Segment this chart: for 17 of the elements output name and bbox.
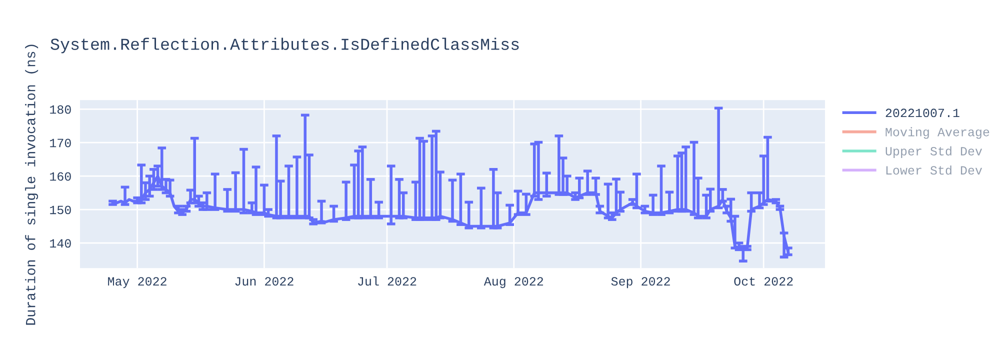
legend-label: Lower Std Dev [886, 165, 982, 175]
y-tick-label: 140 [50, 239, 71, 248]
y-tick-label: 160 [50, 172, 71, 181]
legend-label: Moving Average [886, 127, 990, 139]
x-tick-label: Sep 2022 [611, 277, 670, 288]
x-tick-label: Jul 2022 [358, 276, 416, 286]
y-tick-label: 150 [50, 206, 71, 214]
y-tick-label: 170 [50, 138, 71, 148]
x-tick-label: Aug 2022 [484, 277, 544, 288]
y-axis-title: Duration of single invocation (ns) [25, 44, 38, 325]
x-tick-label: Jun 2022 [235, 277, 294, 286]
y-tick-label: 180 [50, 105, 71, 114]
legend-label: Upper Std Dev [886, 146, 982, 158]
legend-label: 20221007.1 [886, 108, 960, 118]
x-tick-label: May 2022 [108, 277, 166, 288]
chart-title: System.Reflection.Attributes.IsDefinedClassMiss [50, 38, 519, 54]
x-tick-label: Oct 2022 [734, 277, 793, 286]
